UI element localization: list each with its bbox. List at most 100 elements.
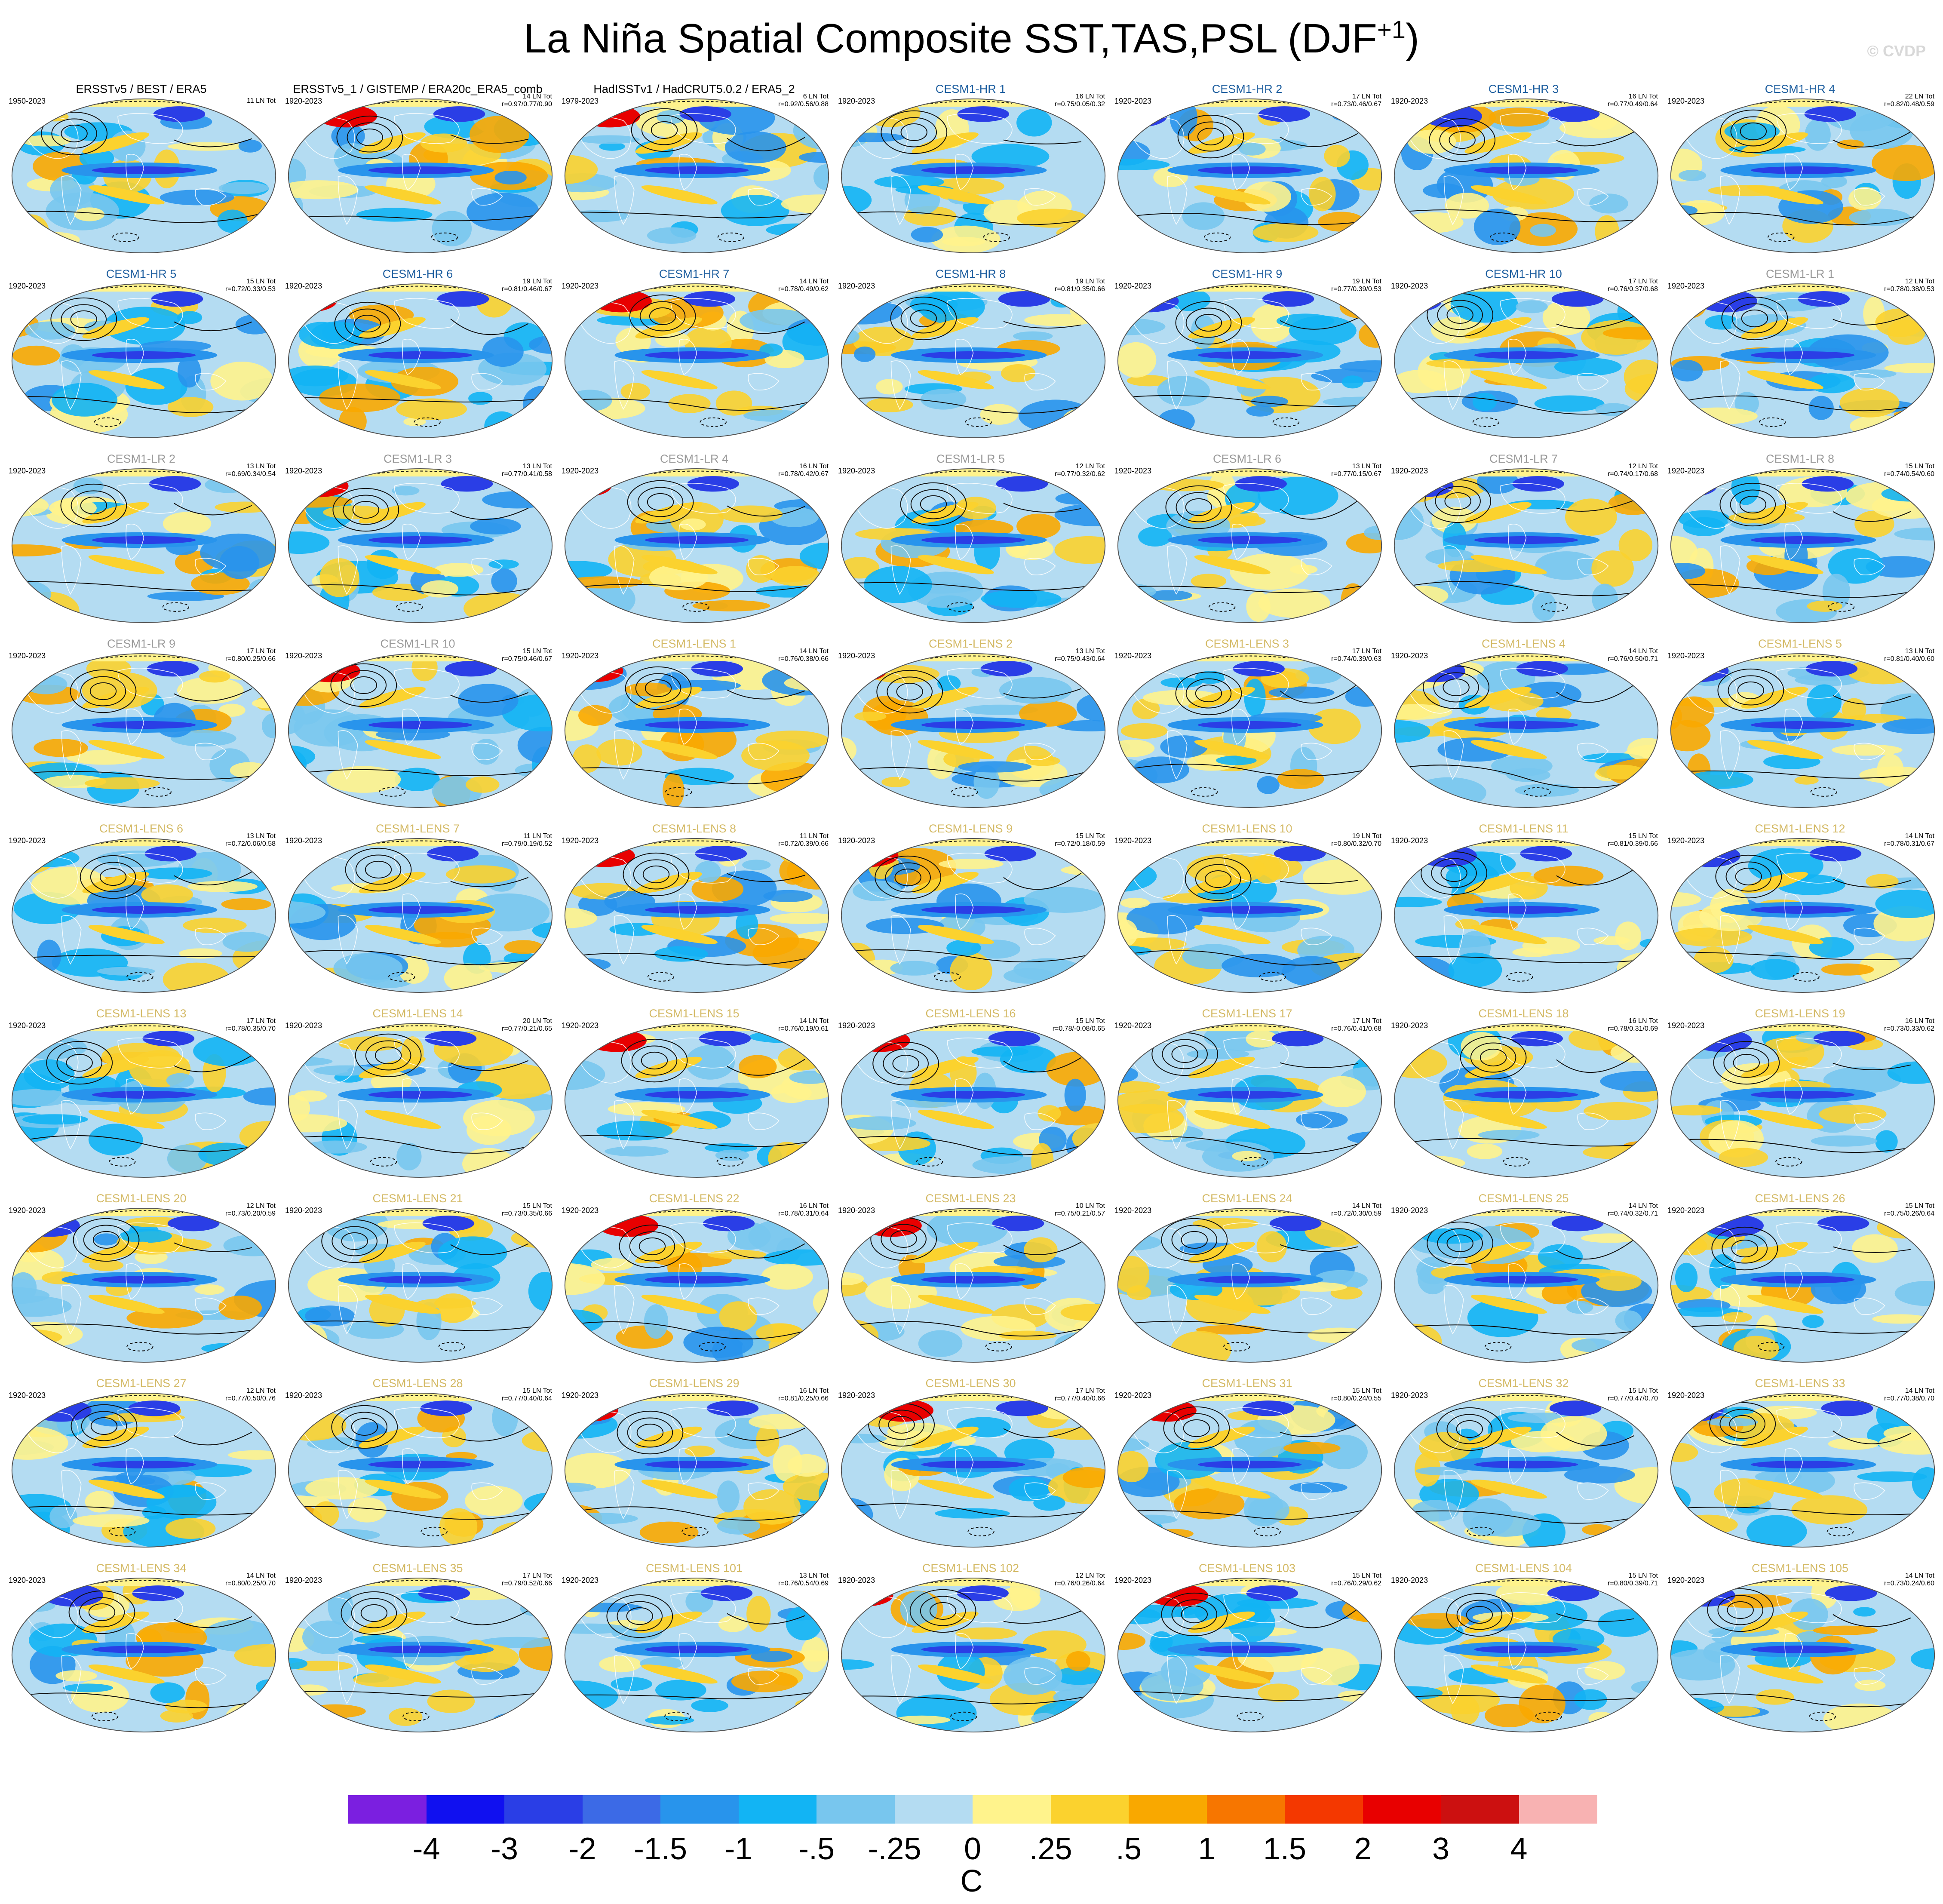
panel-pattern-correlation: r=0.81/0.40/0.60: [1884, 655, 1934, 663]
colorbar-swatch: [738, 1795, 817, 1824]
map-globe: [11, 653, 276, 808]
panel-title: CESM1-LENS 19: [1755, 1007, 1845, 1020]
panel-pattern-correlation: r=0.78/0.42/0.67: [778, 470, 829, 478]
map-globe: [288, 1023, 553, 1178]
panel-pattern-correlation: r=0.74/0.54/0.60: [1884, 470, 1934, 478]
panel-years: 1920-2023: [562, 467, 599, 475]
map-globe: [1670, 98, 1935, 253]
panel-years: 1920-2023: [285, 651, 322, 660]
panel-title: CESM1-LENS 29: [649, 1377, 740, 1390]
panel-title: CESM1-LR 4: [660, 452, 729, 465]
panel-years: 1950-2023: [9, 97, 46, 105]
map-globe: [1117, 468, 1382, 623]
panel-years: 1920-2023: [285, 1021, 322, 1030]
map-globe: [1117, 1578, 1382, 1732]
map-panel: CESM1-HR 4 1920-2023 22 LN Tot r=0.82/0.48/…: [1661, 82, 1939, 267]
panel-pattern-correlation: r=0.77/0.38/0.70: [1884, 1395, 1934, 1402]
panel-pattern-correlation: r=0.72/0.06/0.58: [225, 840, 276, 848]
panel-years: 1920-2023: [1114, 1206, 1152, 1215]
map-panel: CESM1-LENS 102 1920-2023 12 LN Tot r=0.76/0…: [832, 1561, 1109, 1746]
map-panel: CESM1-LENS 21 1920-2023 15 LN Tot r=0.73/0.…: [279, 1191, 556, 1376]
colorbar-swatch: [973, 1795, 1051, 1824]
panel-years: 1920-2023: [1391, 467, 1428, 475]
panel-event-count: 17 LN Tot: [522, 1572, 552, 1579]
panel-title: CESM1-LENS 34: [96, 1562, 187, 1575]
map-panel: CESM1-LR 1 1920-2023 12 LN Tot r=0.78/0.38/…: [1661, 267, 1939, 451]
panel-years: 1920-2023: [1667, 836, 1705, 845]
panel-pattern-correlation: r=0.77/0.21/0.65: [502, 1025, 552, 1032]
map-globe: [564, 1393, 829, 1548]
panel-pattern-correlation: r=0.78/0.31/0.69: [1608, 1025, 1658, 1032]
panel-pattern-correlation: r=0.73/0.35/0.66: [502, 1210, 552, 1217]
panel-pattern-correlation: r=0.76/0.41/0.68: [1331, 1025, 1381, 1032]
map-panel: CESM1-LENS 15 1920-2023 14 LN Tot r=0.76/0.…: [556, 1006, 833, 1191]
panel-pattern-correlation: r=0.80/0.25/0.70: [225, 1580, 276, 1587]
panel-title: CESM1-HR 10: [1485, 267, 1562, 280]
panel-years: 1920-2023: [838, 836, 875, 845]
panel-years: 1920-2023: [838, 1021, 875, 1030]
panel-pattern-correlation: r=0.97/0.77/0.90: [502, 101, 552, 108]
map-panel: CESM1-LENS 14 1920-2023 20 LN Tot r=0.77/0.…: [279, 1006, 556, 1191]
panel-title: CESM1-LENS 33: [1755, 1377, 1845, 1390]
panel-title: CESM1-LENS 1: [652, 637, 737, 650]
panel-event-count: 15 LN Tot: [522, 1387, 552, 1394]
map-panel: CESM1-LENS 17 1920-2023 17 LN Tot r=0.76/0.…: [1108, 1006, 1386, 1191]
panel-years: 1920-2023: [1667, 1021, 1705, 1030]
panel-years: 1920-2023: [285, 467, 322, 475]
colorbar-units: C: [960, 1864, 983, 1898]
map-globe: [1394, 1023, 1659, 1178]
map-globe: [288, 1393, 553, 1548]
panel-years: 1920-2023: [562, 651, 599, 660]
panel-years: 1920-2023: [1667, 282, 1705, 290]
map-panel: CESM1-LENS 30 1920-2023 17 LN Tot r=0.77/0.…: [832, 1376, 1109, 1561]
map-panel: CESM1-HR 1 1920-2023 16 LN Tot r=0.75/0.05/…: [832, 82, 1109, 267]
panel-years: 1920-2023: [1391, 651, 1428, 660]
panel-title: CESM1-LENS 102: [922, 1562, 1019, 1575]
panel-years: 1920-2023: [1114, 467, 1152, 475]
panel-title: CESM1-LENS 103: [1198, 1562, 1296, 1575]
panel-title: CESM1-LENS 28: [372, 1377, 463, 1390]
map-globe: [1394, 1393, 1659, 1548]
panel-title: CESM1-HR 6: [382, 267, 453, 280]
map-panel: CESM1-LENS 25 1920-2023 14 LN Tot r=0.74/0.…: [1385, 1191, 1662, 1376]
map-panel: CESM1-LENS 19 1920-2023 16 LN Tot r=0.73/0.…: [1661, 1006, 1939, 1191]
map-panel: CESM1-LENS 29 1920-2023 16 LN Tot r=0.81/0.…: [556, 1376, 833, 1561]
panel-pattern-correlation: r=0.73/0.33/0.62: [1884, 1025, 1934, 1032]
map-globe: [11, 98, 276, 253]
map-globe: [1117, 283, 1382, 438]
map-panel: CESM1-HR 6 1920-2023 19 LN Tot r=0.81/0.46/…: [279, 267, 556, 451]
map-globe: [564, 1208, 829, 1363]
panel-years: 1920-2023: [838, 97, 875, 105]
panel-event-count: 17 LN Tot: [1352, 93, 1381, 100]
panel-years: 1979-2023: [562, 97, 599, 105]
panel-title: CESM1-HR 1: [935, 83, 1006, 95]
colorbar-tick-label: -.5: [798, 1832, 835, 1866]
map-panel: CESM1-LENS 34 1920-2023 14 LN Tot r=0.80/0.…: [3, 1561, 280, 1746]
panel-years: 1920-2023: [1114, 282, 1152, 290]
panel-years: 1920-2023: [562, 836, 599, 845]
panel-years: 1920-2023: [9, 1206, 46, 1215]
panel-event-count: 15 LN Tot: [1905, 1202, 1934, 1210]
panel-title: CESM1-LENS 10: [1202, 822, 1292, 835]
panel-event-count: 16 LN Tot: [1075, 93, 1105, 100]
panel-years: 1920-2023: [1391, 836, 1428, 845]
map-panel: CESM1-LR 10 1920-2023 15 LN Tot r=0.75/0.46…: [279, 636, 556, 821]
panel-event-count: 15 LN Tot: [1075, 832, 1105, 840]
map-globe: [1394, 468, 1659, 623]
map-globe: [1117, 653, 1382, 808]
panel-pattern-correlation: r=0.80/0.24/0.55: [1331, 1395, 1381, 1402]
panel-title: CESM1-LENS 18: [1478, 1007, 1569, 1020]
panel-title: CESM1-LENS 6: [99, 822, 184, 835]
map-globe: [1394, 1578, 1659, 1732]
map-globe: [1670, 1393, 1935, 1548]
panel-event-count: 13 LN Tot: [1352, 463, 1381, 470]
panel-years: 1920-2023: [1391, 1391, 1428, 1400]
panel-pattern-correlation: r=0.79/0.19/0.52: [502, 840, 552, 848]
panel-pattern-correlation: r=0.74/0.32/0.71: [1608, 1210, 1658, 1217]
panel-years: 1920-2023: [562, 282, 599, 290]
map-globe: [1670, 1208, 1935, 1363]
map-panel: CESM1-LENS 104 1920-2023 15 LN Tot r=0.80/0…: [1385, 1561, 1662, 1746]
panel-years: 1920-2023: [285, 1206, 322, 1215]
panel-title: CESM1-LR 1: [1765, 267, 1835, 280]
map-globe: [1670, 283, 1935, 438]
